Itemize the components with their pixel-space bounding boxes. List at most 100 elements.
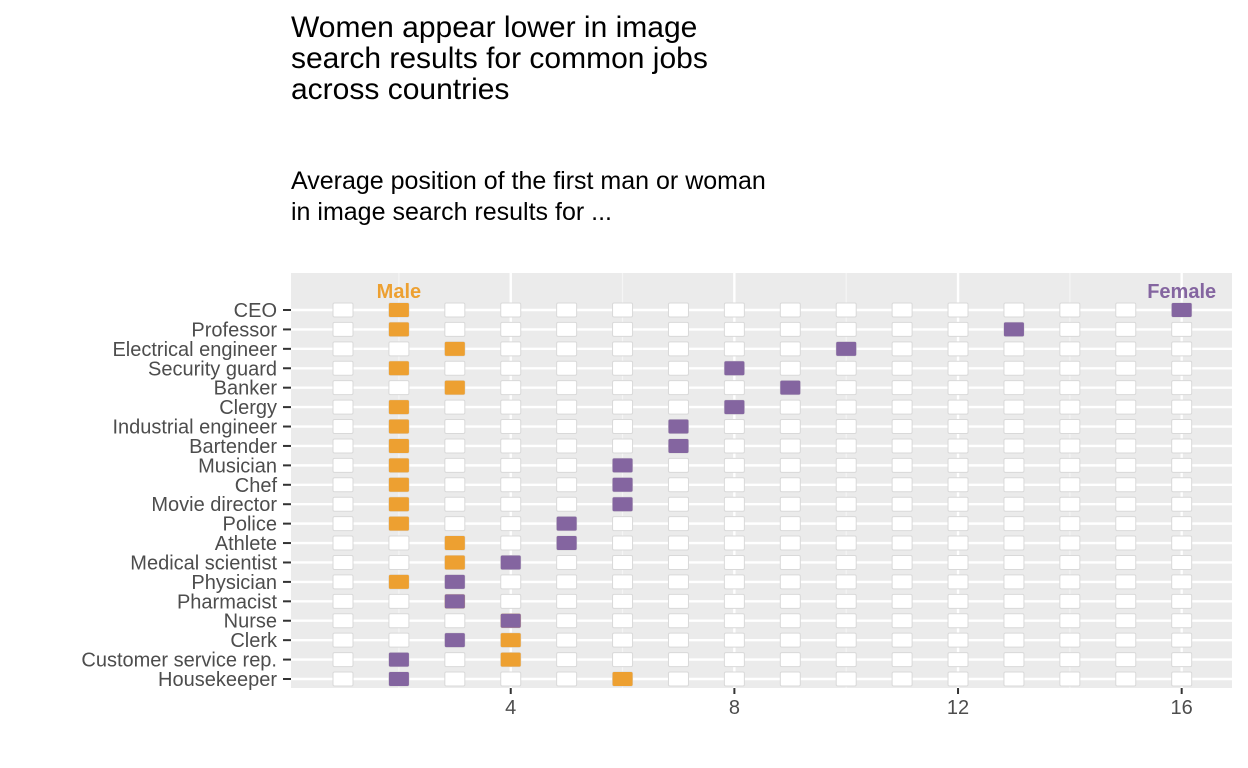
empty-square: [1059, 632, 1081, 648]
empty-square: [500, 302, 522, 318]
y-tick-label: CEO: [234, 300, 277, 322]
empty-square: [835, 496, 857, 512]
empty-square: [556, 399, 578, 415]
empty-square: [779, 302, 801, 318]
empty-square: [667, 652, 689, 668]
empty-square: [1171, 554, 1193, 570]
y-tick-label: Musician: [198, 455, 277, 477]
chart-title-line: across countries: [291, 73, 509, 106]
empty-square: [332, 360, 354, 376]
empty-square: [1003, 457, 1025, 473]
empty-square: [1171, 496, 1193, 512]
point-male: [444, 536, 465, 551]
label-male: Male: [377, 281, 421, 303]
point-female: [556, 516, 577, 531]
plot-panel: [291, 273, 1232, 688]
empty-square: [835, 321, 857, 337]
empty-square: [612, 554, 634, 570]
empty-square: [1115, 360, 1137, 376]
empty-square: [612, 613, 634, 629]
point-male: [444, 380, 465, 395]
empty-square: [835, 399, 857, 415]
point-male: [388, 361, 409, 376]
empty-square: [556, 457, 578, 473]
empty-square: [835, 632, 857, 648]
y-tick-label: Physician: [191, 572, 277, 594]
empty-square: [1059, 360, 1081, 376]
empty-square: [835, 360, 857, 376]
point-female: [1003, 322, 1024, 337]
empty-square: [835, 554, 857, 570]
empty-square: [667, 457, 689, 473]
empty-square: [612, 593, 634, 609]
empty-square: [947, 341, 969, 357]
point-male: [388, 458, 409, 473]
point-female: [724, 400, 745, 415]
empty-square: [723, 671, 745, 687]
empty-square: [667, 341, 689, 357]
empty-square: [1003, 671, 1025, 687]
y-tick-label: Bartender: [189, 436, 277, 458]
empty-square: [891, 302, 913, 318]
empty-square: [891, 399, 913, 415]
empty-square: [779, 516, 801, 532]
point-male: [388, 477, 409, 492]
empty-square: [332, 302, 354, 318]
point-male: [444, 341, 465, 356]
empty-square: [947, 457, 969, 473]
empty-square: [1059, 652, 1081, 668]
y-tick-label: Security guard: [148, 358, 277, 380]
empty-square: [835, 535, 857, 551]
empty-square: [556, 419, 578, 435]
empty-square: [947, 671, 969, 687]
empty-square: [332, 632, 354, 648]
point-female: [612, 497, 633, 512]
empty-square: [1115, 652, 1137, 668]
point-male: [388, 516, 409, 531]
empty-square: [556, 380, 578, 396]
empty-square: [723, 516, 745, 532]
y-tick-label: Pharmacist: [177, 591, 277, 613]
empty-square: [1003, 554, 1025, 570]
empty-square: [332, 496, 354, 512]
empty-square: [1171, 613, 1193, 629]
empty-square: [723, 321, 745, 337]
empty-square: [779, 399, 801, 415]
empty-square: [667, 516, 689, 532]
empty-square: [332, 419, 354, 435]
empty-square: [667, 360, 689, 376]
empty-square: [1115, 516, 1137, 532]
empty-square: [1115, 632, 1137, 648]
empty-square: [1171, 399, 1193, 415]
empty-square: [1059, 321, 1081, 337]
point-male: [388, 303, 409, 317]
empty-square: [500, 380, 522, 396]
y-tick-label: Clergy: [219, 397, 277, 419]
empty-square: [1059, 419, 1081, 435]
empty-square: [947, 593, 969, 609]
empty-square: [500, 496, 522, 512]
y-tick-label: Electrical engineer: [112, 339, 277, 361]
empty-square: [779, 652, 801, 668]
empty-square: [1059, 613, 1081, 629]
empty-square: [779, 360, 801, 376]
point-female: [388, 672, 409, 686]
empty-square: [1115, 457, 1137, 473]
point-female: [612, 458, 633, 473]
point-male: [388, 497, 409, 512]
empty-square: [612, 535, 634, 551]
empty-square: [1115, 302, 1137, 318]
empty-square: [1115, 380, 1137, 396]
empty-square: [1059, 593, 1081, 609]
empty-square: [1003, 516, 1025, 532]
empty-square: [444, 360, 466, 376]
empty-square: [500, 321, 522, 337]
empty-square: [388, 632, 410, 648]
empty-square: [891, 380, 913, 396]
empty-square: [556, 341, 578, 357]
empty-square: [947, 477, 969, 493]
empty-square: [723, 380, 745, 396]
empty-square: [444, 399, 466, 415]
empty-square: [891, 632, 913, 648]
empty-square: [444, 671, 466, 687]
